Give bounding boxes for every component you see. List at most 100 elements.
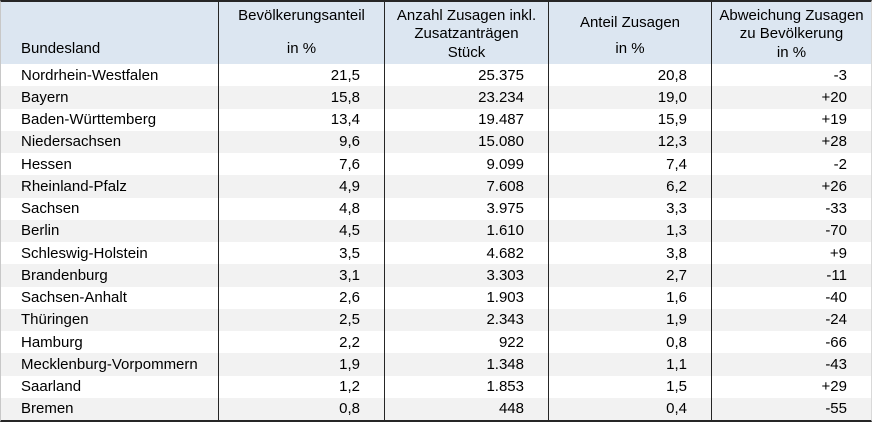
table-row: Hessen 7,6 9.099 7,4 -2 xyxy=(1,153,871,176)
cell-abweichung: -70 xyxy=(711,219,871,242)
cell-bevoelkerungsanteil: 2,2 xyxy=(218,331,384,354)
table-row: Niedersachsen 9,6 15.080 12,3 +28 xyxy=(1,130,871,153)
cell-bundesland: Berlin xyxy=(21,222,60,240)
header-title: Anteil Zusagen xyxy=(579,14,681,32)
cell-anteil-zusagen: 1,5 xyxy=(548,375,711,398)
table-row: Baden-Württemberg 13,4 19.487 15,9 +19 xyxy=(1,108,871,131)
header-unit-label: in % xyxy=(615,39,645,57)
header-unit-label: Bundesland xyxy=(21,39,101,57)
cell-bundesland: Bremen xyxy=(21,400,74,418)
cell-anteil-zusagen: 0,4 xyxy=(548,397,711,420)
cell-anteil-zusagen: 1,3 xyxy=(548,219,711,242)
header-col-abweichung: Abweichung Zusagen zu Bevölkerung in % xyxy=(711,2,871,64)
table-row: Bayern 15,8 23.234 19,0 +20 xyxy=(1,86,871,109)
table-row: Sachsen-Anhalt 2,6 1.903 1,6 -40 xyxy=(1,286,871,309)
table-body: Nordrhein-Westfalen 21,5 25.375 20,8 -3 Bayer… xyxy=(1,64,871,420)
cell-bevoelkerungsanteil: 9,6 xyxy=(218,130,384,153)
cell-anteil-zusagen: 0,8 xyxy=(548,331,711,354)
table-header-row: Bundesland Bevölkerungsanteil in % Anzah… xyxy=(1,2,871,64)
cell-abweichung: -55 xyxy=(711,397,871,420)
table-row: Mecklenburg-Vorpommern 1,9 1.348 1,1 -43 xyxy=(1,353,871,376)
header-col-bundesland: Bundesland xyxy=(1,2,218,64)
cell-bundesland: Sachsen xyxy=(21,200,80,218)
table-row: Brandenburg 3,1 3.303 2,7 -11 xyxy=(1,264,871,287)
table-row: Sachsen 4,8 3.975 3,3 -33 xyxy=(1,197,871,220)
cell-bundesland: Mecklenburg-Vorpommern xyxy=(21,355,198,373)
cell-anzahl-zusagen: 3.975 xyxy=(384,197,548,220)
cell-bundesland: Hessen xyxy=(21,155,72,173)
cell-bevoelkerungsanteil: 7,6 xyxy=(218,153,384,176)
cell-anzahl-zusagen: 1.348 xyxy=(384,353,548,376)
header-unit-label: Stück xyxy=(447,43,486,61)
cell-abweichung: +19 xyxy=(711,108,871,131)
cell-bevoelkerungsanteil: 3,5 xyxy=(218,242,384,265)
cell-bundesland: Hamburg xyxy=(21,333,83,351)
cell-anzahl-zusagen: 19.487 xyxy=(384,108,548,131)
cell-abweichung: -2 xyxy=(711,153,871,176)
cell-bundesland: Brandenburg xyxy=(21,266,108,284)
cell-bundesland: Bayern xyxy=(21,88,69,106)
cell-abweichung: -43 xyxy=(711,353,871,376)
cell-abweichung: -33 xyxy=(711,197,871,220)
cell-anteil-zusagen: 12,3 xyxy=(548,130,711,153)
header-col-anzahl-zusagen: Anzahl Zusagen inkl. Zusatzanträgen Stüc… xyxy=(384,2,548,64)
cell-abweichung: +29 xyxy=(711,375,871,398)
cell-bundesland: Saarland xyxy=(21,378,82,396)
cell-bundesland: Baden-Württemberg xyxy=(21,111,157,129)
cell-anteil-zusagen: 1,9 xyxy=(548,308,711,331)
cell-abweichung: -3 xyxy=(711,64,871,87)
header-title: Bevölkerungsanteil xyxy=(238,7,365,24)
table-row: Thüringen 2,5 2.343 1,9 -24 xyxy=(1,308,871,331)
cell-bevoelkerungsanteil: 15,8 xyxy=(218,86,384,109)
cell-anteil-zusagen: 3,8 xyxy=(548,242,711,265)
header-col-bevoelkerungsanteil: Bevölkerungsanteil in % xyxy=(218,2,384,64)
cell-bevoelkerungsanteil: 13,4 xyxy=(218,108,384,131)
cell-bevoelkerungsanteil: 2,6 xyxy=(218,286,384,309)
header-title: Abweichung Zusagen zu Bevölkerung xyxy=(719,7,864,43)
cell-anzahl-zusagen: 15.080 xyxy=(384,130,548,153)
cell-bevoelkerungsanteil: 3,1 xyxy=(218,264,384,287)
table-row: Berlin 4,5 1.610 1,3 -70 xyxy=(1,219,871,242)
table-row: Rheinland-Pfalz 4,9 7.608 6,2 +26 xyxy=(1,175,871,198)
cell-bundesland: Thüringen xyxy=(21,311,89,329)
cell-abweichung: -24 xyxy=(711,308,871,331)
cell-abweichung: +26 xyxy=(711,175,871,198)
cell-anteil-zusagen: 1,6 xyxy=(548,286,711,309)
cell-anteil-zusagen: 20,8 xyxy=(548,64,711,87)
cell-bevoelkerungsanteil: 21,5 xyxy=(218,64,384,87)
cell-bevoelkerungsanteil: 4,5 xyxy=(218,219,384,242)
cell-bevoelkerungsanteil: 4,8 xyxy=(218,197,384,220)
cell-abweichung: +9 xyxy=(711,242,871,265)
cell-bevoelkerungsanteil: 4,9 xyxy=(218,175,384,198)
cell-anzahl-zusagen: 25.375 xyxy=(384,64,548,87)
cell-anteil-zusagen: 15,9 xyxy=(548,108,711,131)
cell-abweichung: -66 xyxy=(711,331,871,354)
cell-anteil-zusagen: 2,7 xyxy=(548,264,711,287)
cell-bundesland: Nordrhein-Westfalen xyxy=(21,66,159,84)
cell-anteil-zusagen: 19,0 xyxy=(548,86,711,109)
cell-bevoelkerungsanteil: 1,2 xyxy=(218,375,384,398)
cell-anzahl-zusagen: 1.853 xyxy=(384,375,548,398)
cell-anzahl-zusagen: 3.303 xyxy=(384,264,548,287)
cell-anzahl-zusagen: 448 xyxy=(384,397,548,420)
cell-anzahl-zusagen: 4.682 xyxy=(384,242,548,265)
cell-bundesland: Schleswig-Holstein xyxy=(21,244,148,262)
table-row: Bremen 0,8 448 0,4 -55 xyxy=(1,397,871,420)
cell-bundesland: Rheinland-Pfalz xyxy=(21,177,127,195)
cell-bundesland: Sachsen-Anhalt xyxy=(21,289,127,307)
cell-anzahl-zusagen: 9.099 xyxy=(384,153,548,176)
header-title: Anzahl Zusagen inkl. Zusatzanträgen xyxy=(396,7,537,43)
cell-anzahl-zusagen: 922 xyxy=(384,331,548,354)
table-row: Schleswig-Holstein 3,5 4.682 3,8 +9 xyxy=(1,242,871,265)
cell-abweichung: -11 xyxy=(711,264,871,287)
table-row: Nordrhein-Westfalen 21,5 25.375 20,8 -3 xyxy=(1,64,871,87)
cell-anzahl-zusagen: 23.234 xyxy=(384,86,548,109)
header-unit-label: in % xyxy=(776,43,807,61)
cell-bevoelkerungsanteil: 0,8 xyxy=(218,397,384,420)
table-row: Hamburg 2,2 922 0,8 -66 xyxy=(1,331,871,354)
cell-anteil-zusagen: 1,1 xyxy=(548,353,711,376)
cell-anzahl-zusagen: 7.608 xyxy=(384,175,548,198)
cell-abweichung: +20 xyxy=(711,86,871,109)
cell-anzahl-zusagen: 1.610 xyxy=(384,219,548,242)
cell-bevoelkerungsanteil: 1,9 xyxy=(218,353,384,376)
